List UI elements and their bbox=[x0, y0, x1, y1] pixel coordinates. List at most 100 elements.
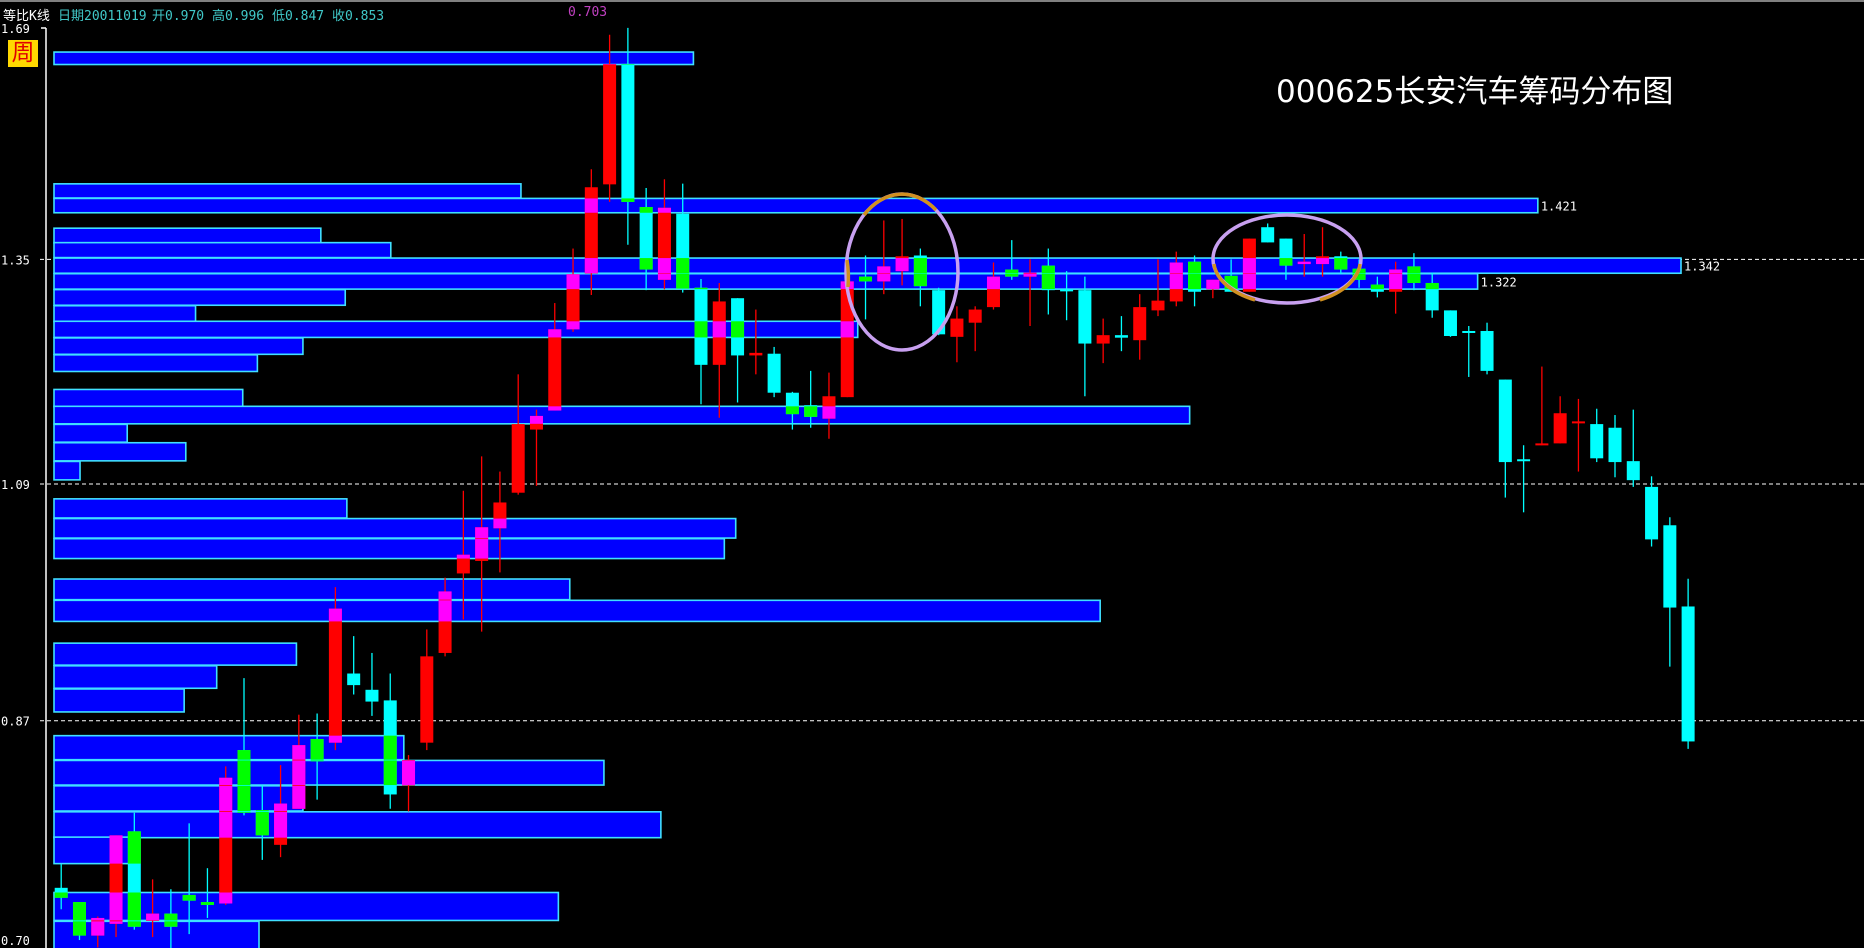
candle-body-chip-overlap bbox=[237, 785, 251, 812]
candle-body-chip-overlap bbox=[109, 921, 123, 924]
y-tick-label: 1.09 bbox=[1, 478, 30, 492]
candle-body bbox=[1480, 330, 1494, 371]
candle bbox=[146, 879, 160, 938]
candle bbox=[1480, 322, 1494, 375]
candle-body bbox=[603, 64, 617, 185]
candle-body-chip-overlap bbox=[402, 760, 416, 786]
candle bbox=[456, 490, 470, 620]
candle-body-chip-overlap bbox=[639, 207, 653, 213]
candle-body bbox=[347, 673, 361, 686]
chip-bar bbox=[53, 388, 244, 408]
candle bbox=[420, 629, 434, 751]
chip-bar bbox=[53, 811, 662, 839]
candle bbox=[1645, 476, 1659, 547]
candle-body-chip-overlap bbox=[164, 921, 178, 927]
candle-body-chip-overlap bbox=[255, 811, 269, 836]
candle bbox=[822, 372, 836, 439]
candle-body-chip-overlap bbox=[1242, 273, 1256, 290]
candle-body bbox=[1663, 525, 1677, 608]
chip-bar bbox=[53, 337, 304, 356]
candle bbox=[1370, 276, 1384, 298]
chart-mode-label: 等比K线 bbox=[3, 9, 50, 24]
candle-body-chip-overlap bbox=[493, 518, 507, 529]
chip-bar bbox=[53, 642, 298, 666]
candle bbox=[1407, 253, 1421, 291]
candle-body-chip-overlap bbox=[657, 273, 671, 280]
candle-body-chip-overlap bbox=[310, 738, 324, 760]
candle-body-chip-overlap bbox=[584, 258, 598, 274]
y-tick-label: 1.35 bbox=[1, 253, 30, 267]
candle-body-chip-overlap bbox=[877, 266, 891, 274]
chip-distribution: 1.421 1.342 1.322 bbox=[53, 51, 1720, 948]
candle-body bbox=[1626, 461, 1640, 481]
chip-bar bbox=[53, 920, 260, 948]
candle-body-chip-overlap bbox=[1316, 258, 1330, 265]
chip-price-label: 1.342 bbox=[1684, 260, 1720, 274]
candle-body-chip-overlap bbox=[292, 745, 306, 760]
candle-body-chip-overlap bbox=[292, 785, 306, 809]
candle-body bbox=[365, 689, 379, 702]
period-badge-weekly[interactable]: 周 bbox=[8, 40, 38, 67]
chip-bar bbox=[53, 272, 1479, 290]
candle-body-chip-overlap bbox=[219, 785, 233, 812]
candle bbox=[986, 262, 1000, 310]
candle-body-chip-overlap bbox=[1279, 258, 1293, 266]
candle-body-chip-overlap bbox=[1023, 273, 1037, 277]
candle-body-chip-overlap bbox=[438, 591, 452, 600]
candle bbox=[1096, 318, 1110, 364]
y-axis: 1.69 1.35 1.09 0.87 0.70 bbox=[1, 22, 47, 948]
candle-body-chip-overlap bbox=[383, 735, 397, 760]
y-tick-label: 1.69 bbox=[1, 22, 30, 36]
candle bbox=[383, 673, 397, 809]
candle-body bbox=[1535, 443, 1549, 446]
candle bbox=[91, 916, 105, 948]
candle-body-chip-overlap bbox=[1407, 273, 1421, 283]
candle bbox=[1041, 248, 1055, 315]
candle-body-chip-overlap bbox=[127, 831, 141, 838]
candle-body bbox=[1553, 413, 1567, 444]
candle bbox=[731, 298, 745, 403]
candle-body-chip-overlap bbox=[91, 921, 105, 936]
candle-body bbox=[548, 329, 562, 411]
candle-body-chip-overlap bbox=[694, 287, 708, 290]
chip-bar bbox=[53, 354, 259, 373]
candle-body bbox=[767, 353, 781, 393]
candle bbox=[1297, 234, 1311, 277]
candle-body bbox=[840, 281, 854, 398]
candle bbox=[603, 34, 617, 202]
candle-body-chip-overlap bbox=[146, 913, 160, 921]
candle-body bbox=[1078, 290, 1092, 344]
annotation-ellipse-1-accent bbox=[862, 192, 938, 217]
candle-body-chip-overlap bbox=[456, 554, 470, 559]
chip-bar bbox=[53, 227, 322, 244]
chip-bar bbox=[53, 441, 187, 462]
candle-body-chip-overlap bbox=[328, 608, 342, 622]
candle-body-chip-overlap bbox=[237, 811, 251, 813]
chip-bar bbox=[53, 785, 304, 812]
candle-body-chip-overlap bbox=[731, 321, 745, 338]
chip-price-label: 1.421 bbox=[1541, 200, 1577, 214]
candle bbox=[1169, 251, 1183, 307]
candle-body-chip-overlap bbox=[859, 276, 873, 282]
candle bbox=[1498, 379, 1512, 498]
candle bbox=[1626, 409, 1640, 487]
candle bbox=[1681, 578, 1695, 749]
candle-body-chip-overlap bbox=[72, 921, 86, 936]
candle-body-chip-overlap bbox=[694, 321, 708, 338]
candle-body-chip-overlap bbox=[1169, 262, 1183, 274]
candle-body bbox=[1151, 300, 1165, 311]
candle bbox=[1462, 326, 1476, 377]
candle bbox=[1078, 276, 1092, 397]
candle-body-chip-overlap bbox=[1297, 261, 1311, 265]
candle-body bbox=[621, 64, 635, 202]
candle bbox=[1663, 517, 1677, 667]
candle-body-chip-overlap bbox=[219, 777, 233, 786]
chip-bar bbox=[53, 460, 81, 481]
candle bbox=[127, 812, 141, 930]
chip-bar bbox=[53, 599, 1101, 623]
candle-body bbox=[1443, 310, 1457, 336]
candle bbox=[1188, 255, 1202, 307]
candle bbox=[1517, 445, 1531, 513]
annotation-ellipse-2-accent-right bbox=[1319, 263, 1362, 302]
